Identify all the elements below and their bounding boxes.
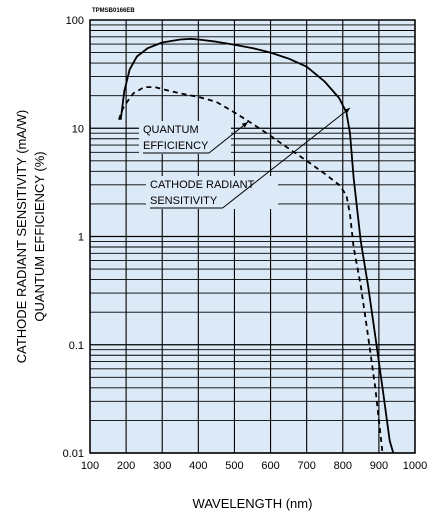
x-tick-label: 300 [153,460,171,472]
annotation-callout: QUANTUM EFFICIENCY [139,121,249,154]
x-tick-label: 100 [81,460,99,472]
annotation-text: CATHODE RADIANT [150,179,255,191]
x-tick-label: 800 [334,460,352,472]
annotation-arrowhead [343,108,350,114]
annotation-mask [139,121,231,154]
series-layer [118,37,395,454]
annotation-callout: CATHODE RADIANT SENSITIVITY [146,107,351,209]
x-axis-title: WAVELENGTH (nm) [193,496,313,511]
x-tick-labels: 100 200 300 400 500 600 700 800 900 1000 [81,460,427,472]
annotation-text: EFFICIENCY [143,140,209,152]
radiant-sensitivity-curve [119,37,395,454]
x-tick-label: 900 [370,460,388,472]
y-tick-label: 100 [66,15,84,27]
y-axis-title-line1: CATHODE RADIANT SENSITIVITY (mA/W) [14,110,29,364]
annotation-leader [208,121,249,154]
y-tick-label: 10 [72,123,84,135]
annotation-arrowhead [241,122,248,128]
plot-frame [89,19,416,454]
x-tick-label: 700 [297,460,315,472]
annotation-text: QUANTUM [143,124,199,136]
x-tick-label: 600 [261,460,279,472]
y-tick-labels: 0.01 0.1 1 10 100 [63,15,84,460]
x-tick-label: 1000 [403,460,427,472]
x-tick-label: 400 [189,460,207,472]
annotation-leader [222,107,351,209]
annotation-text: SENSITIVITY [150,195,218,207]
y-axis-title-line2: QUANTUM EFFICIENCY (%) [32,151,47,321]
x-tick-label: 200 [117,460,135,472]
y-tick-label: 1 [78,232,84,244]
figure-code: TPMSB0166EB [92,8,135,14]
x-tick-label: 500 [225,460,243,472]
y-tick-label: 0.1 [69,340,84,352]
annotation-layer: QUANTUM EFFICIENCY CATHODE RADIANT SENSITIV… [139,107,351,209]
y-tick-label: 0.01 [63,448,84,460]
quantum-efficiency-curve [118,86,384,454]
